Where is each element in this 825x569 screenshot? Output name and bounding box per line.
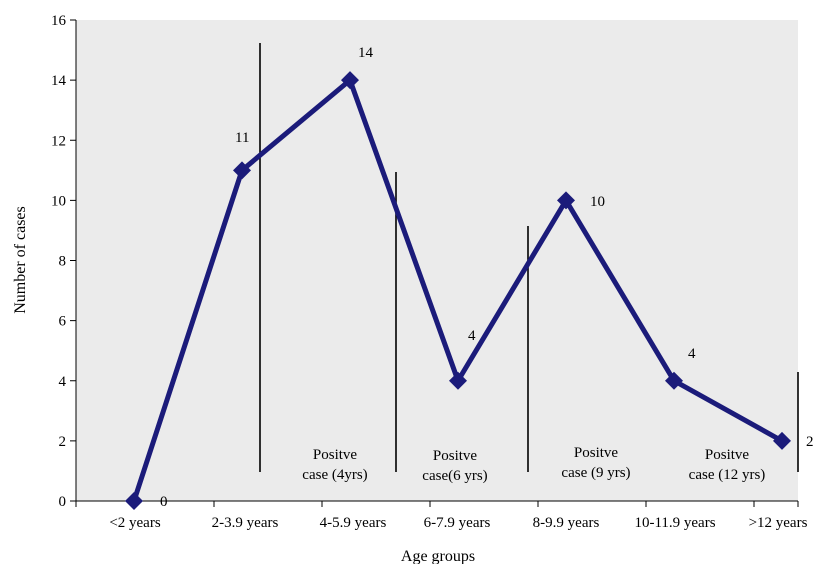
annotation-text: Positve: [574, 445, 619, 461]
annotation-text: Positve: [705, 447, 750, 463]
annotation-text: case (12 yrs): [689, 467, 766, 483]
annotation-text: case(6 yrs): [422, 468, 487, 484]
annotation-text: Positve: [433, 448, 478, 464]
y-tick-label: 12: [51, 133, 66, 149]
y-tick-label: 8: [59, 254, 67, 270]
annotation-text: case (4yrs): [302, 467, 367, 483]
y-tick-label: 2: [59, 434, 67, 450]
annotation-positive-case: Positve case(6 yrs): [422, 448, 487, 484]
data-label: 0: [160, 494, 168, 510]
x-axis-title: Age groups: [401, 548, 475, 564]
annotation-positive-case: Positve case (4yrs): [302, 447, 367, 483]
x-category-label: <2 years: [109, 515, 161, 531]
data-point-marker: [665, 371, 683, 390]
annotation-positive-case: Positve case (12 yrs): [689, 447, 766, 483]
x-category-label: 4-5.9 years: [320, 515, 387, 531]
plot-area: [76, 20, 798, 501]
y-tick-label: 14: [51, 73, 67, 89]
data-label: 4: [688, 346, 696, 362]
x-category-label: 10-11.9 years: [634, 515, 715, 531]
data-point-marker: [773, 431, 791, 450]
annotation-text: Positve: [313, 447, 358, 463]
annotation-text: case (9 yrs): [561, 465, 630, 481]
x-category-label: 8-9.9 years: [533, 515, 600, 531]
data-label: 2: [806, 434, 814, 450]
x-category-label: 2-3.9 years: [212, 515, 279, 531]
y-tick-label: 0: [59, 494, 67, 510]
data-point-marker: [449, 371, 467, 390]
y-tick-label: 10: [51, 193, 66, 209]
y-tick-label: 4: [59, 374, 67, 390]
x-category-label: 6-7.9 years: [424, 515, 491, 531]
data-label: 11: [235, 130, 249, 146]
data-label: 4: [468, 328, 476, 344]
data-label: 10: [590, 194, 605, 210]
data-point-marker: [341, 71, 359, 90]
annotation-positive-case: Positve case (9 yrs): [561, 445, 630, 481]
data-point-marker: [233, 161, 251, 180]
x-category-label: >12 years: [749, 515, 808, 531]
data-label: 14: [358, 45, 374, 61]
y-tick-label: 6: [59, 314, 67, 330]
y-tick-label: 16: [51, 13, 67, 29]
y-axis-title: Number of cases: [12, 206, 29, 314]
data-point-marker: [125, 492, 143, 510]
data-point-marker: [557, 191, 575, 210]
